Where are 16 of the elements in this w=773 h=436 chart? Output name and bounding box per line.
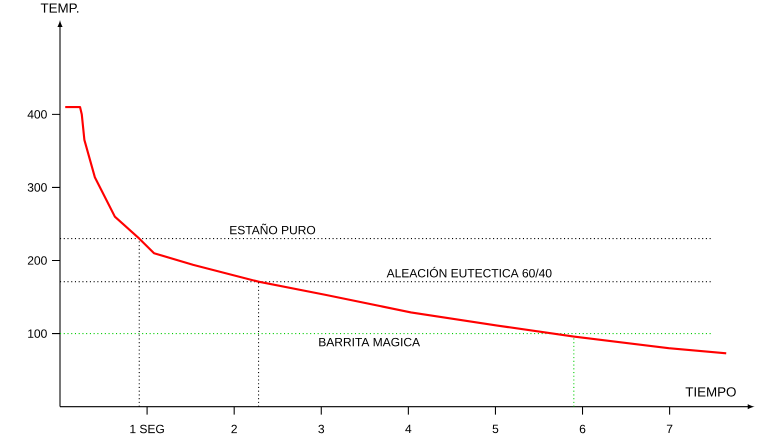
y-tick-label: 100 [28, 329, 47, 338]
x-tick-label: 2 [231, 424, 237, 434]
x-tick-label: 7 [666, 424, 672, 433]
x-axis-title: TIEMPO [686, 387, 736, 397]
y-tick-label: 200 [28, 256, 47, 265]
ref-line-label: ALEACIÓN EUTECTICA 60/40 [386, 266, 552, 278]
x-tick-label: 1 SEG [130, 424, 164, 434]
x-tick-label: 5 [492, 424, 498, 434]
ref-line-label: ESTAÑO PURO [230, 224, 316, 234]
y-tick-label: 400 [28, 110, 47, 119]
y-tick-label: 300 [28, 183, 47, 192]
ref-line-label: BARRITA MAGICA [319, 338, 420, 346]
x-tick-label: 6 [580, 424, 586, 434]
x-tick-label: 4 [405, 424, 412, 433]
x-tick-label: 3 [318, 424, 324, 434]
y-axis-title: TEMP. [40, 3, 78, 13]
